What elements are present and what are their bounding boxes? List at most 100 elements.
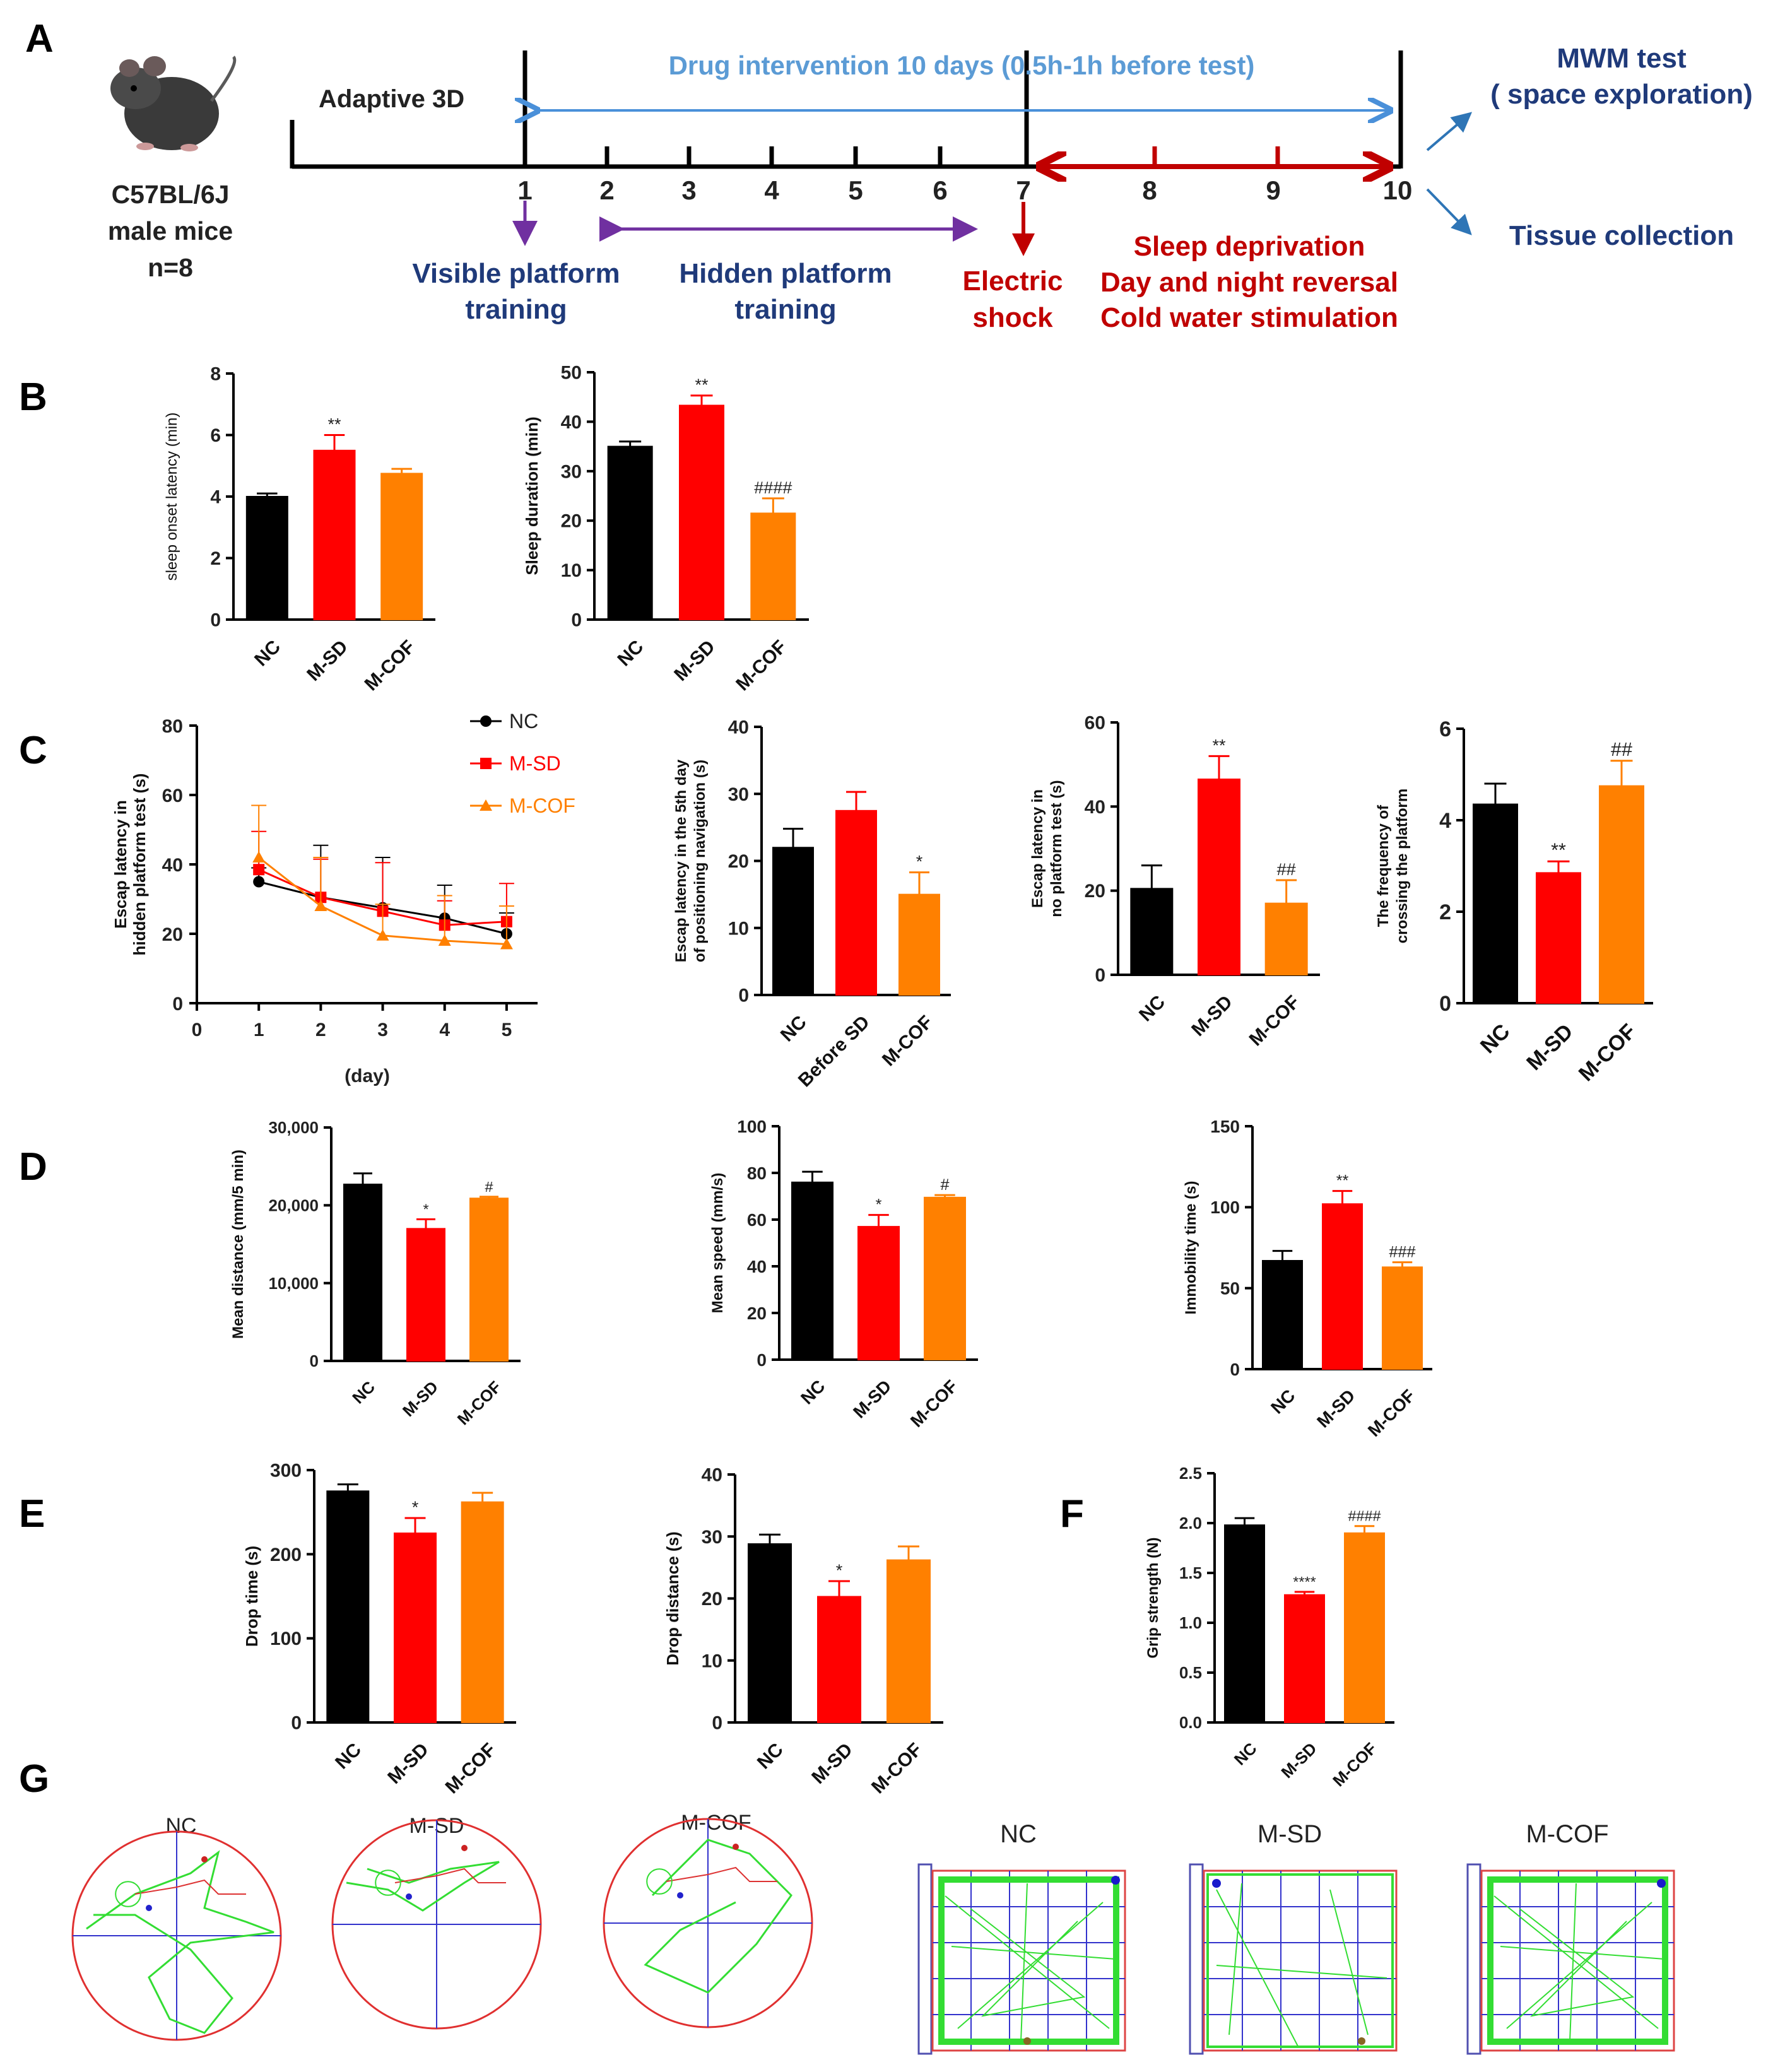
y-tick-label: 300 bbox=[270, 1461, 302, 1481]
legend-marker bbox=[480, 715, 492, 727]
x-tick-label: NC bbox=[613, 636, 647, 670]
x-tick-label: NC bbox=[348, 1377, 379, 1408]
y-tick-label: 0 bbox=[738, 986, 749, 1006]
chart-E1: 0 100 200 300 NC * M-SD M-COF Drop time (s) bbox=[242, 1461, 516, 1798]
y-tick-label: 20,000 bbox=[268, 1196, 319, 1215]
y-tick-label: 20 bbox=[1085, 881, 1105, 902]
y-tick-label: 20 bbox=[162, 924, 183, 945]
y-tick-label: 0.0 bbox=[1179, 1713, 1202, 1732]
y-tick-label: 4 bbox=[210, 487, 221, 508]
x-tick-label: 3 bbox=[377, 1020, 388, 1040]
y-tick-label: 0 bbox=[172, 994, 183, 1015]
bar-M-SD bbox=[817, 1596, 861, 1723]
x-tick-label: M-COF bbox=[1574, 1020, 1641, 1086]
end-dot bbox=[1358, 2037, 1365, 2045]
bar-M-COF bbox=[898, 893, 940, 996]
x-tick-label: M-SD bbox=[808, 1739, 857, 1788]
chart-F1: 0.0 0.5 1.0 1.5 2.0 2.5 NC **** M-SD #### M-COF Gri… bbox=[1145, 1464, 1394, 1790]
bar-M-COF bbox=[469, 1198, 509, 1362]
day-label-1: 1 bbox=[517, 175, 532, 205]
annotation: **** bbox=[1293, 1574, 1316, 1590]
x-tick-label: NC bbox=[331, 1739, 365, 1773]
day-label-2: 2 bbox=[599, 175, 614, 205]
bar-NC bbox=[607, 445, 653, 620]
start-dot bbox=[1111, 1876, 1120, 1885]
y-tick-label: 40 bbox=[728, 717, 749, 738]
start-dot bbox=[1657, 1879, 1666, 1888]
wall-track bbox=[1206, 1873, 1394, 2048]
day-label-4: 4 bbox=[764, 175, 779, 205]
y-tick-label: 30 bbox=[728, 784, 749, 805]
chart-C3: 0 20 40 60 NC ** M-SD ## M-COF Escap latency in no… bbox=[1029, 713, 1320, 1050]
y-axis-label: Sleep duration (min) bbox=[522, 416, 541, 575]
point bbox=[314, 900, 327, 911]
wall-track bbox=[938, 1876, 1119, 2045]
x-tick-label: M-COF bbox=[1246, 991, 1304, 1050]
day-label-8: 8 bbox=[1142, 175, 1157, 205]
annotation: ** bbox=[327, 415, 341, 434]
y-tick-label: 30,000 bbox=[268, 1118, 319, 1137]
y-tick-label: 0 bbox=[712, 1713, 722, 1734]
panel-label-g: G bbox=[19, 1757, 49, 1801]
mouse-strain: C57BL/6J bbox=[112, 180, 230, 209]
x-tick-label: M-COF bbox=[732, 636, 791, 695]
y-tick-label: 20 bbox=[728, 851, 749, 872]
x-tick-label: NC bbox=[1230, 1739, 1261, 1769]
chart-D2: 0 20 40 60 80 100 NC * M-SD # M-COF Mean speed (mm/… bbox=[709, 1117, 978, 1431]
x-tick-label: 5 bbox=[502, 1020, 512, 1040]
bar-M-SD bbox=[1322, 1203, 1363, 1370]
box-handle bbox=[1189, 1863, 1204, 2055]
y-tick-label: 50 bbox=[1220, 1278, 1240, 1298]
bar-M-SD bbox=[406, 1228, 445, 1362]
legend-label: NC bbox=[509, 710, 538, 733]
y-tick-label: 60 bbox=[1085, 713, 1105, 734]
y-tick-label: 8 bbox=[210, 364, 221, 385]
stress-label-1: Sleep deprivation bbox=[1134, 231, 1365, 262]
chart-C4: 0 2 4 6 NC ** M-SD ## M-COF The frequency of cross… bbox=[1375, 717, 1653, 1086]
x-tick-label: 2 bbox=[315, 1020, 326, 1040]
chart-B2: 0 10 20 30 40 50 NC ** M-SD #### M-COF Sleep durati… bbox=[522, 363, 809, 695]
stress-label-3: Cold water stimulation bbox=[1100, 302, 1398, 333]
point bbox=[376, 929, 389, 941]
x-tick-label: M-COF bbox=[454, 1377, 505, 1428]
square-track-2: M-COF bbox=[1466, 1820, 1675, 2055]
bar-M-COF bbox=[1599, 785, 1644, 1004]
y-tick-label: 2.0 bbox=[1179, 1514, 1202, 1533]
track-path bbox=[346, 1861, 500, 1912]
bar-M-SD bbox=[1284, 1594, 1325, 1724]
end-dot bbox=[733, 1844, 739, 1850]
bar-M-COF bbox=[380, 473, 423, 620]
y-tick-label: 2.5 bbox=[1179, 1464, 1202, 1483]
y-tick-label: 40 bbox=[1085, 797, 1105, 818]
annotation: ## bbox=[1277, 860, 1296, 879]
x-tick-label: 0 bbox=[192, 1020, 203, 1040]
bar-M-COF bbox=[1382, 1266, 1423, 1370]
annotation: * bbox=[423, 1201, 428, 1218]
bar-NC bbox=[326, 1490, 370, 1723]
legend-marker bbox=[480, 799, 492, 811]
y-tick-label: 20 bbox=[702, 1589, 722, 1610]
track-path bbox=[945, 1883, 1116, 2042]
y-tick-label: 40 bbox=[561, 412, 582, 433]
annotation: * bbox=[916, 852, 923, 871]
panel-label-d: D bbox=[19, 1145, 47, 1189]
x-tick-label: NC bbox=[1476, 1020, 1515, 1059]
visible-label-2: training bbox=[465, 294, 567, 325]
x-tick-label: M-SD bbox=[384, 1739, 433, 1788]
start-dot bbox=[406, 1893, 412, 1900]
track-path bbox=[644, 1839, 792, 1994]
y-tick-label: 40 bbox=[747, 1257, 767, 1276]
timeline-day-labels: 1 2 3 4 5 6 7 8 9 10 bbox=[517, 175, 1412, 205]
square-track-1: M-SD bbox=[1189, 1820, 1398, 2055]
shock-label-1: Electric bbox=[963, 266, 1063, 297]
y-tick-label: 100 bbox=[737, 1117, 767, 1136]
annotation: # bbox=[485, 1179, 493, 1195]
annotation: #### bbox=[1348, 1508, 1381, 1524]
y-axis-label: Escap latency in bbox=[111, 800, 130, 929]
x-tick-label: M-COF bbox=[1329, 1739, 1380, 1790]
timeline-minor-ticks bbox=[604, 146, 943, 165]
y-tick-label: 0.5 bbox=[1179, 1663, 1202, 1682]
y-axis-label: Immobility time (s) bbox=[1182, 1180, 1199, 1314]
y-axis-label: Mean speed (mm/s) bbox=[709, 1173, 726, 1314]
